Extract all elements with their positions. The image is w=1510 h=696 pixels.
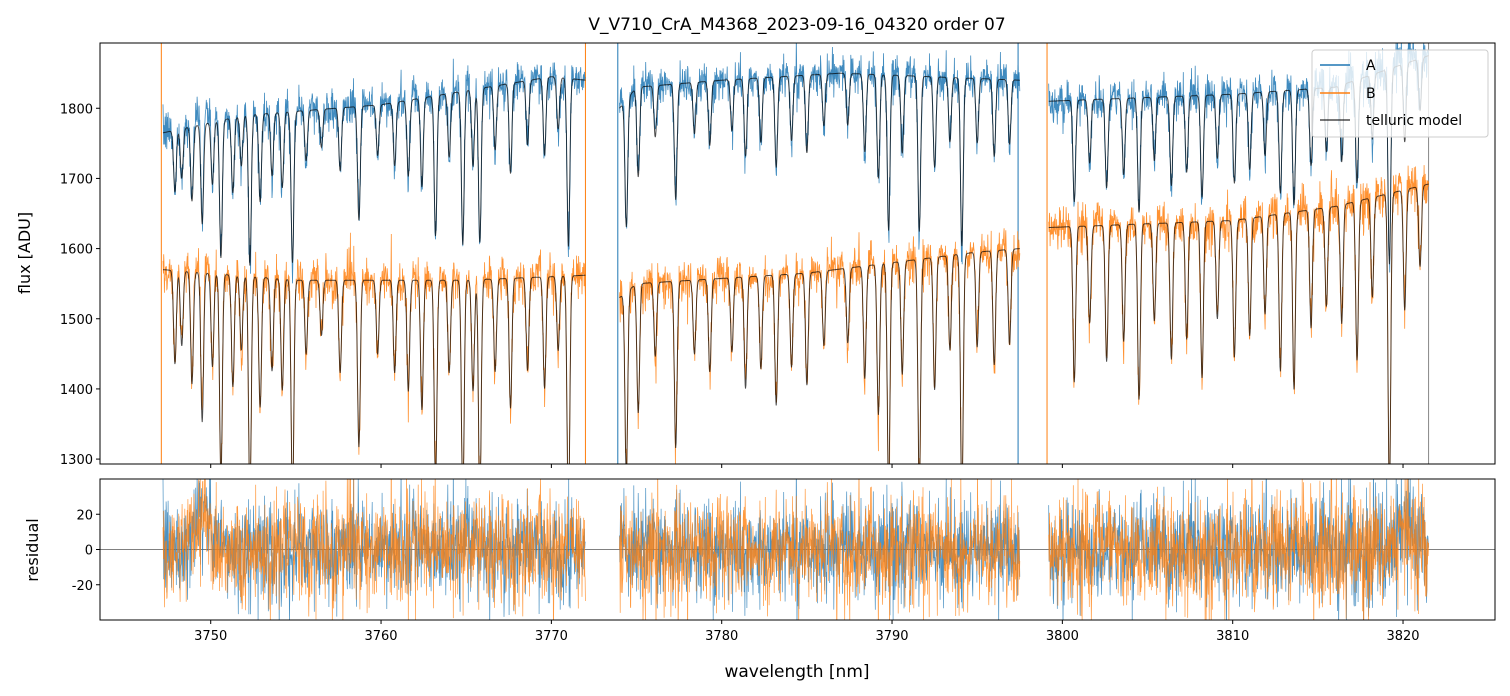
x-tick-label: 3790 <box>875 629 908 644</box>
telluric-model-a-segment-1 <box>162 76 586 266</box>
legend: A B telluric model <box>1311 49 1489 138</box>
series-b-residual-segment-3 <box>1048 479 1429 620</box>
x-tick-label: 3820 <box>1386 629 1419 644</box>
x-tick-label: 3750 <box>194 629 227 644</box>
flux-axes-frame <box>99 42 1496 465</box>
flux-plot-area <box>160 43 1430 464</box>
telluric-model-b-segment-1 <box>162 269 586 464</box>
telluric-model-b-segment-2 <box>619 248 1020 464</box>
flux-y-tick-label: 1800 <box>60 102 93 117</box>
residual-y-tick-label: 0 <box>85 544 93 559</box>
residual-y-tick-label: -20 <box>72 579 93 594</box>
residual-y-tick-label: 20 <box>76 508 93 523</box>
x-tick-label: 3800 <box>1046 629 1079 644</box>
flux-y-tick-label: 1300 <box>60 453 93 468</box>
flux-y-label: flux [ADU] <box>15 212 34 294</box>
legend-label-model: telluric model <box>1366 113 1462 129</box>
telluric-model-b-segment-3 <box>1048 183 1429 464</box>
axis-ticks: 3750 3760 3770 3780 3790 3800 3810 3820 1300 1400… <box>60 102 1420 644</box>
x-tick-label: 3780 <box>705 629 738 644</box>
series-b-residual-segment-2 <box>619 479 1021 620</box>
series-b-residual-segment-1 <box>162 479 586 620</box>
flux-y-tick-label: 1700 <box>60 172 93 187</box>
legend-label-b: B <box>1366 86 1376 102</box>
series-a-flux-segment-1 <box>162 58 586 284</box>
legend-label-a: A <box>1366 58 1376 74</box>
chart-title: V_V710_CrA_M4368_2023-09-16_04320 order … <box>588 15 1005 35</box>
telluric-model-a-segment-2 <box>619 72 1020 247</box>
x-tick-label: 3760 <box>364 629 397 644</box>
flux-y-tick-label: 1500 <box>60 313 93 328</box>
residual-y-label: residual <box>23 518 42 581</box>
x-axis-label: wavelength [nm] <box>724 662 869 682</box>
residual-plot-area <box>100 479 1495 620</box>
x-tick-label: 3770 <box>535 629 568 644</box>
flux-y-tick-label: 1600 <box>60 243 93 258</box>
x-tick-label: 3810 <box>1216 629 1249 644</box>
flux-y-tick-label: 1400 <box>60 383 93 398</box>
